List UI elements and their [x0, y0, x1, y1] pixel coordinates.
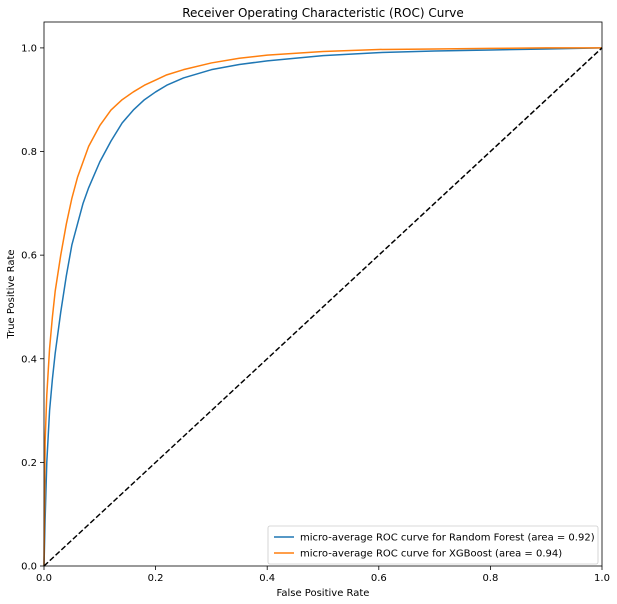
x-tick-label: 1.0: [594, 573, 610, 584]
x-tick-label: 0.0: [36, 573, 52, 584]
x-tick-label: 0.4: [259, 573, 275, 584]
plot-area-frame: [43, 21, 603, 567]
chart-title: Receiver Operating Characteristic (ROC) …: [182, 6, 464, 20]
series-layer: [43, 47, 603, 567]
series-line-1: [43, 47, 602, 567]
y-tick-label: 0.4: [21, 354, 37, 365]
legend: micro-average ROC curve for Random Fores…: [267, 525, 599, 565]
legend-label-1: micro-average ROC curve for XGBoost (are…: [300, 549, 562, 560]
x-axis-label: False Positive Rate: [277, 588, 370, 599]
ticks-layer: 0.0 0.2 0.4 0.6 0.8 1.0 0.0 0.2 0.4 0.6 0.8 1.0: [21, 43, 610, 584]
x-tick-label: 0.2: [148, 573, 164, 584]
series-line-0: [43, 47, 603, 567]
series-line-2: [43, 47, 603, 567]
y-tick-label: 0.8: [21, 147, 37, 158]
x-tick-label: 0.8: [482, 573, 498, 584]
legend-box: [267, 525, 599, 565]
legend-label-0: micro-average ROC curve for Random Fores…: [300, 533, 595, 544]
y-tick-label: 0.6: [21, 251, 37, 262]
x-tick-label: 0.6: [371, 573, 387, 584]
y-axis-label: True Positive Rate: [6, 249, 17, 339]
y-tick-label: 0.0: [21, 562, 37, 573]
y-tick-label: 0.2: [21, 458, 37, 469]
y-tick-label: 1.0: [21, 43, 37, 54]
